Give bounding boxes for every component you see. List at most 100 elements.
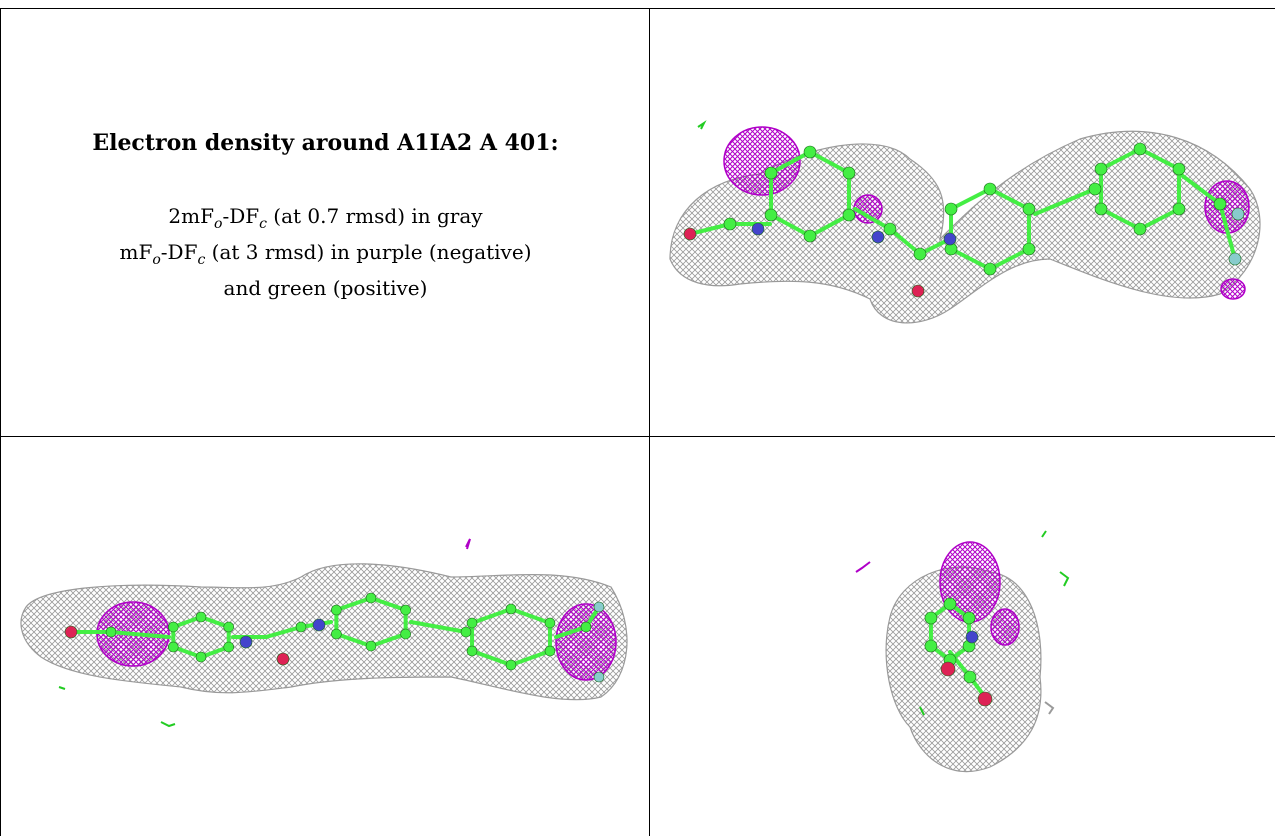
density-image-bottom-right	[855, 530, 1070, 773]
density-mesh-2fofc	[669, 130, 1261, 324]
grid-top-border	[0, 8, 1275, 9]
bond	[1218, 202, 1237, 261]
atom	[723, 217, 737, 231]
bond	[808, 213, 851, 238]
atom	[580, 621, 592, 633]
bond	[688, 222, 732, 236]
bond	[1178, 172, 1222, 206]
atom	[683, 227, 697, 241]
bond	[369, 596, 408, 612]
density-image-bottom-left	[20, 538, 628, 728]
bond	[509, 649, 552, 667]
atom	[983, 262, 997, 276]
caption-line-positive: and green (positive)	[223, 276, 428, 300]
atom	[64, 625, 78, 639]
atom	[276, 652, 290, 666]
atom	[1022, 242, 1036, 256]
bond	[1099, 207, 1142, 231]
bond	[769, 213, 812, 238]
atom	[842, 166, 856, 180]
caption-description: 2mFo-DFc (at 0.7 rmsd) in gray mFo-DFc (…	[1, 202, 649, 302]
atom	[312, 618, 326, 632]
atom	[983, 182, 997, 196]
bond	[1138, 147, 1181, 171]
atom	[1231, 207, 1245, 221]
density-view-bottom-left	[1, 437, 649, 836]
density-positive-blob	[1059, 571, 1070, 587]
atom	[883, 222, 897, 236]
bond	[1138, 207, 1181, 231]
atom	[400, 604, 411, 616]
bond	[808, 150, 851, 175]
density-negative-blob	[990, 608, 1020, 646]
density-positive-blob	[1041, 530, 1047, 538]
atom	[1228, 252, 1242, 266]
atom	[1022, 202, 1036, 216]
atom	[400, 628, 411, 640]
atom	[239, 635, 253, 649]
atom	[1172, 162, 1186, 176]
atom	[751, 222, 765, 236]
atom	[195, 651, 207, 663]
bond	[769, 150, 812, 175]
density-negative-blob	[723, 126, 801, 196]
atom	[1088, 182, 1102, 196]
atom	[943, 232, 957, 246]
bond	[470, 649, 513, 667]
bond	[988, 247, 1031, 271]
density-image-top-right	[669, 120, 1261, 324]
atom	[105, 626, 117, 638]
density-positive-blob	[697, 120, 707, 130]
atom	[593, 601, 605, 613]
bond	[470, 607, 513, 625]
density-negative-blob	[855, 561, 871, 573]
atom	[460, 626, 472, 638]
bond	[509, 607, 552, 625]
atom	[803, 145, 817, 159]
atom	[365, 592, 377, 604]
atom	[963, 670, 977, 684]
atom	[764, 166, 778, 180]
bond	[334, 632, 373, 648]
density-negative-blob	[555, 603, 617, 681]
density-mesh-2fofc	[20, 563, 628, 701]
atom	[466, 617, 478, 629]
atom	[505, 603, 517, 615]
atom	[331, 604, 342, 616]
atom	[365, 640, 377, 652]
atom	[167, 621, 179, 633]
atom	[1172, 202, 1186, 216]
atom	[1094, 162, 1108, 176]
atom	[1133, 142, 1147, 156]
atom	[842, 208, 856, 222]
atom	[940, 661, 956, 677]
atom	[764, 208, 778, 222]
atom	[962, 611, 976, 625]
atom	[223, 621, 235, 633]
bond	[853, 207, 892, 231]
density-view-top-right	[650, 9, 1275, 436]
atom	[913, 247, 927, 261]
grid-left-border	[0, 8, 1, 836]
atom	[544, 617, 556, 629]
bond	[1099, 147, 1142, 171]
bond	[334, 596, 373, 612]
atom	[466, 645, 478, 657]
atom	[803, 229, 817, 243]
atom	[1133, 222, 1147, 236]
bond	[1033, 187, 1097, 216]
atom	[924, 611, 938, 625]
density-negative-blob	[1220, 278, 1246, 300]
density-mesh-fragment	[1044, 701, 1055, 715]
bond	[949, 187, 992, 211]
caption-title: Electron density around A1IA2 A 401:	[92, 130, 559, 156]
atom	[593, 671, 605, 683]
atom	[295, 621, 307, 633]
bond	[888, 227, 922, 256]
density-positive-blob	[58, 686, 66, 690]
density-negative-blob	[465, 538, 471, 550]
bond	[949, 247, 992, 271]
caption-line-2fofc: 2mFo-DFc (at 0.7 rmsd) in gray	[168, 204, 483, 232]
grid-row-divider	[0, 436, 1275, 437]
atom	[965, 630, 979, 644]
